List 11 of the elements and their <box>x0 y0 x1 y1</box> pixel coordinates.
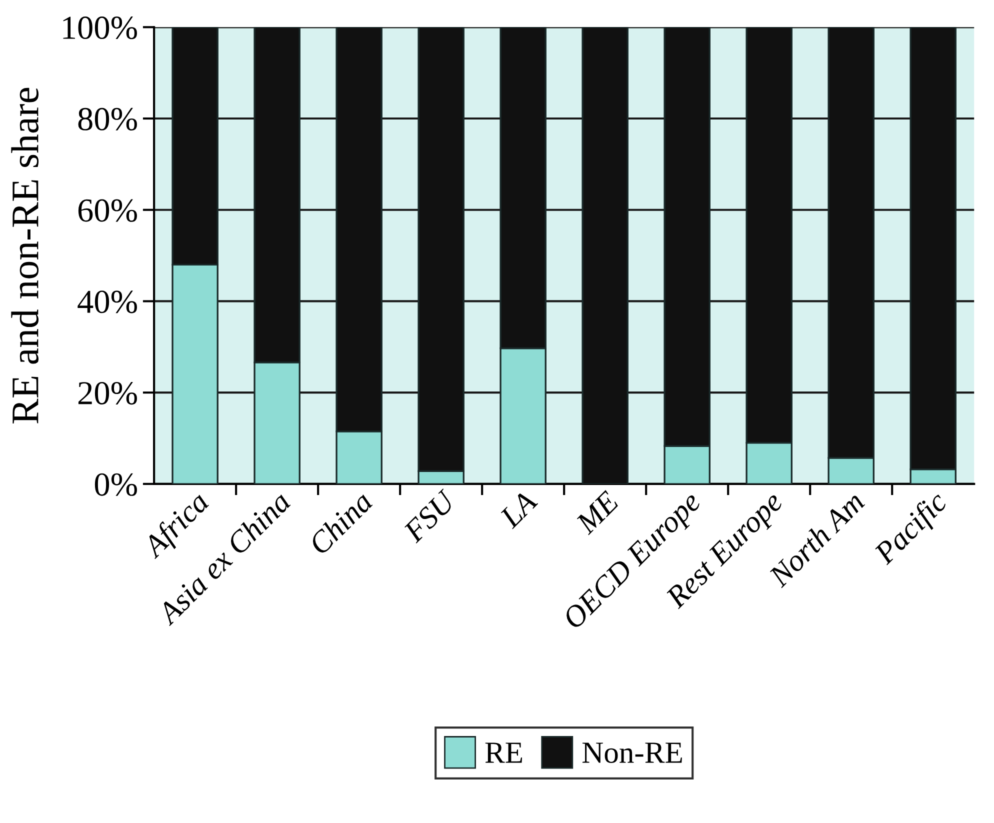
legend-label: RE <box>485 742 522 763</box>
y-tick-label: 80% <box>78 108 137 131</box>
y-tick-label: 0% <box>94 473 137 496</box>
y-tick-label: 20% <box>78 382 137 405</box>
legend-label: Non-RE <box>582 742 682 764</box>
y-tick-label: 60% <box>78 199 137 222</box>
y-axis-title: RE and non-RE share <box>11 88 39 424</box>
x-tick-label: ME <box>574 490 620 536</box>
x-tick-label: LA <box>498 489 538 530</box>
y-tick-label: 100% <box>63 16 137 40</box>
y-tick-label: 40% <box>78 290 137 314</box>
